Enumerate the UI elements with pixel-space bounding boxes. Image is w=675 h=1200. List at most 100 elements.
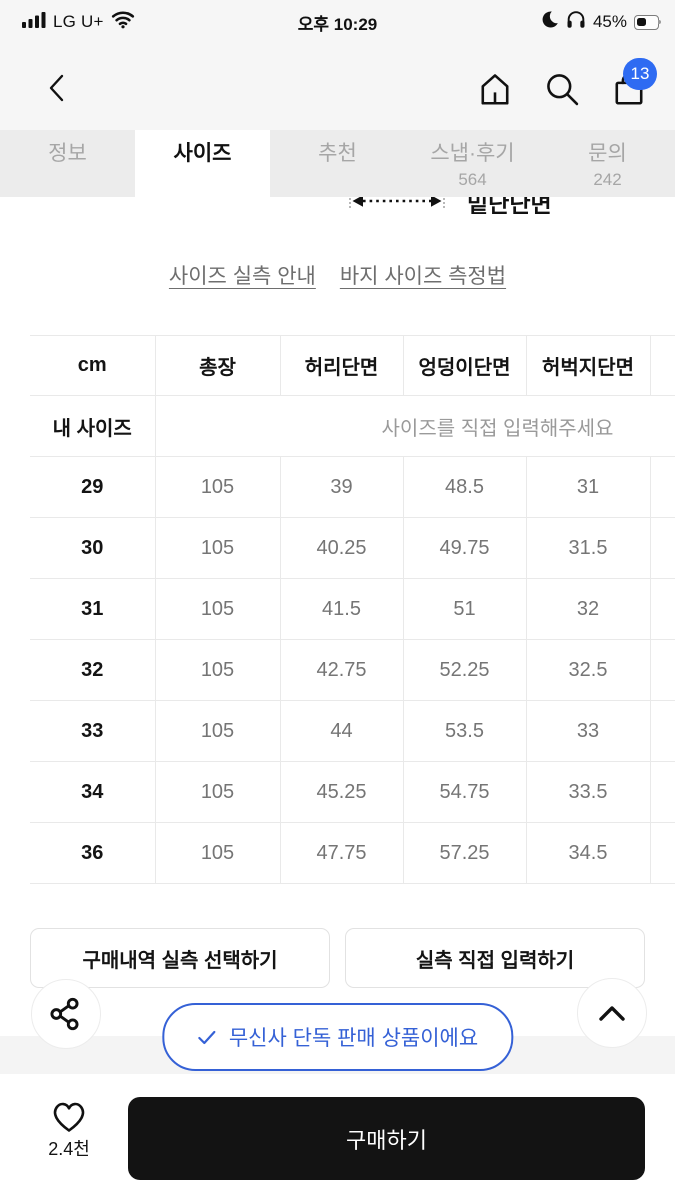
size-value-cell: 33 (30, 700, 156, 762)
waist-cell: 47.75 (279, 822, 404, 884)
tab-count: 242 (593, 170, 622, 189)
tab-size[interactable]: 사이즈 (135, 130, 270, 197)
dashed-double-arrow-icon (349, 197, 445, 214)
hip-cell: 54.75 (402, 761, 527, 823)
top-chrome: LG U+ 오후 10:29 (0, 0, 675, 130)
carrier-label: LG U+ (53, 12, 104, 31)
musinsa-exclusive-pill[interactable]: 무신사 단독 판매 상품이에요 (161, 1003, 514, 1071)
tab-label: 사이즈 (173, 142, 232, 165)
scroll-top-button[interactable] (577, 978, 647, 1048)
nav-right-icons: 13 (475, 58, 657, 109)
thigh-cell: 33.5 (525, 761, 651, 823)
status-time: 오후 10:29 (297, 14, 378, 34)
tab-count: 564 (458, 170, 487, 189)
share-icon (50, 997, 79, 1031)
waist-cell: 41.5 (279, 578, 404, 640)
offscreen-cell (649, 456, 675, 518)
total-length-cell: 105 (154, 822, 281, 884)
size-table-row[interactable]: 33 105 44 53.5 33 (30, 700, 675, 762)
waist-cell: 40.25 (279, 517, 404, 579)
hip-cell: 49.75 (402, 517, 527, 579)
col-header-offscreen (649, 335, 675, 396)
offscreen-cell (649, 822, 675, 884)
exclusive-pill-label: 무신사 단독 판매 상품이에요 (228, 1027, 479, 1050)
size-value-cell: 30 (30, 517, 156, 579)
search-button[interactable] (542, 69, 582, 109)
offscreen-cell (649, 517, 675, 579)
my-size-row: 내 사이즈 사이즈를 직접 입력해주세요 (30, 395, 675, 457)
thigh-cell: 32.5 (525, 639, 651, 701)
size-table-body: 내 사이즈 사이즈를 직접 입력해주세요 29 105 39 48.5 31 3… (30, 395, 675, 884)
waist-cell: 45.25 (279, 761, 404, 823)
chevron-up-icon (599, 1006, 625, 1021)
size-table-header-row: cm 총장 허리단면 엉덩이단면 허벅지단면 (30, 335, 675, 396)
waist-cell: 42.75 (279, 639, 404, 701)
size-table-row[interactable]: 29 105 39 48.5 31 (30, 456, 675, 518)
hip-cell: 57.25 (402, 822, 527, 884)
size-value-cell: 36 (30, 822, 156, 884)
hip-cell: 53.5 (402, 700, 527, 762)
wifi-icon (111, 11, 135, 34)
size-value-cell: 29 (30, 456, 156, 518)
total-length-cell: 105 (154, 456, 281, 518)
total-length-cell: 105 (154, 761, 281, 823)
tab-label: 추천 (318, 142, 357, 165)
tab-label: 스냅·후기 (430, 142, 515, 165)
like-count-label: 2.4천 (48, 1139, 90, 1159)
offscreen-cell (649, 578, 675, 640)
heart-icon (53, 1102, 85, 1132)
tab-label: 문의 (588, 142, 627, 165)
bottom-purchase-bar: 2.4천 구매하기 (0, 1074, 675, 1200)
total-length-cell: 105 (154, 700, 281, 762)
tab-info[interactable]: 정보 (0, 130, 135, 197)
share-button[interactable] (31, 979, 101, 1049)
size-table-row[interactable]: 34 105 45.25 54.75 33.5 (30, 761, 675, 823)
size-measure-guide-link[interactable]: 사이즈 실측 안내 (168, 265, 316, 288)
size-table-row[interactable]: 30 105 40.25 49.75 31.5 (30, 517, 675, 579)
size-table-row[interactable]: 32 105 42.75 52.25 32.5 (30, 639, 675, 701)
offscreen-cell (649, 700, 675, 762)
tab-inquiry[interactable]: 문의 242 (540, 130, 675, 197)
size-table-container[interactable]: cm 총장 허리단면 엉덩이단면 허벅지단면 내 사이즈 사이즈를 직접 입력해… (30, 335, 675, 884)
measure-actions: 구매내역 실측 선택하기 실측 직접 입력하기 (30, 928, 645, 988)
cart-badge: 13 (623, 58, 657, 90)
cart-button[interactable]: 13 (609, 58, 657, 109)
col-header-thigh: 허벅지단면 (525, 335, 651, 396)
hip-cell: 51 (402, 578, 527, 640)
hem-width-label: 밑단단면 (467, 197, 552, 214)
select-purchase-measure-button[interactable]: 구매내역 실측 선택하기 (30, 928, 330, 988)
total-length-cell: 105 (154, 517, 281, 579)
home-button[interactable] (475, 69, 515, 109)
moon-icon (540, 10, 559, 34)
tab-bar: 정보 사이즈 추천 스냅·후기 564 문의 242 (0, 130, 675, 197)
thigh-cell: 34.5 (525, 822, 651, 884)
tab-snap-reviews[interactable]: 스냅·후기 564 (405, 130, 540, 197)
input-measure-button[interactable]: 실측 직접 입력하기 (345, 928, 645, 988)
thigh-cell: 32 (525, 578, 651, 640)
status-right: 45% (540, 0, 661, 44)
like-button[interactable]: 2.4천 (36, 1096, 102, 1161)
size-table-row[interactable]: 36 105 47.75 57.25 34.5 (30, 822, 675, 884)
offscreen-cell (649, 761, 675, 823)
tab-label: 정보 (48, 142, 87, 165)
pants-measure-method-link[interactable]: 바지 사이즈 측정법 (339, 265, 507, 288)
hip-cell: 48.5 (402, 456, 527, 518)
col-header-total-length: 총장 (154, 335, 281, 396)
back-button[interactable] (40, 71, 74, 105)
my-size-label: 내 사이즈 (30, 395, 156, 457)
status-bar: LG U+ 오후 10:29 (0, 0, 675, 44)
buy-button[interactable]: 구매하기 (128, 1097, 645, 1180)
size-table-row[interactable]: 31 105 41.5 51 32 (30, 578, 675, 640)
measurement-diagram-fragment: 밑단단면 (349, 197, 552, 214)
col-header-hip: 엉덩이단면 (402, 335, 527, 396)
my-size-input[interactable]: 사이즈를 직접 입력해주세요 (154, 395, 675, 457)
tab-recommend[interactable]: 추천 (270, 130, 405, 197)
size-value-cell: 32 (30, 639, 156, 701)
battery-icon (634, 15, 661, 30)
total-length-cell: 105 (154, 578, 281, 640)
size-value-cell: 31 (30, 578, 156, 640)
offscreen-cell (649, 639, 675, 701)
size-guide-links: 사이즈 실측 안내 바지 사이즈 측정법 (0, 260, 675, 290)
thigh-cell: 31 (525, 456, 651, 518)
